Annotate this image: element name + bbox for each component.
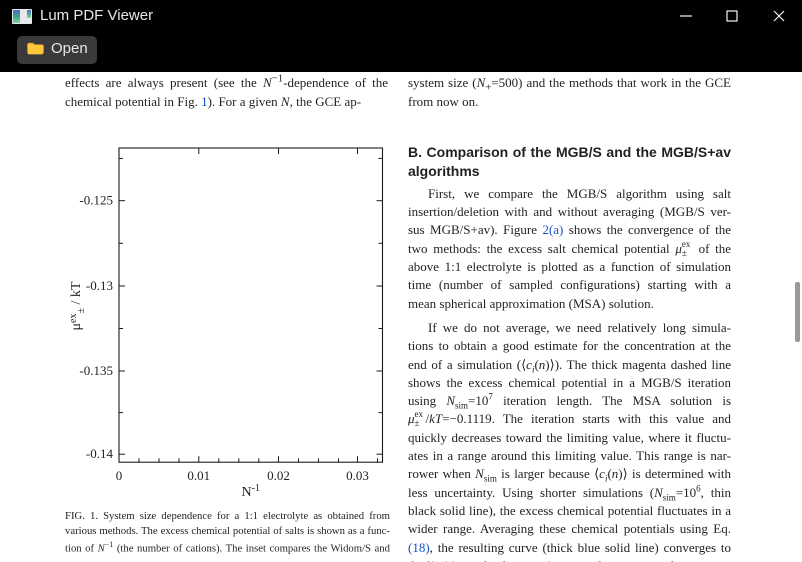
svg-text:-0.13: -0.13 <box>86 278 113 293</box>
svg-text:0.02: 0.02 <box>267 468 290 483</box>
svg-text:μex± / kT: μex± / kT <box>68 281 87 330</box>
svg-text:-0.125: -0.125 <box>79 193 113 208</box>
svg-text:0: 0 <box>116 468 123 483</box>
svg-text:N-1: N-1 <box>242 483 260 500</box>
svg-text:-0.14: -0.14 <box>86 446 114 461</box>
svg-text:0.03: 0.03 <box>346 468 369 483</box>
svg-text:-0.135: -0.135 <box>79 363 113 378</box>
svg-text:0.01: 0.01 <box>187 468 210 483</box>
